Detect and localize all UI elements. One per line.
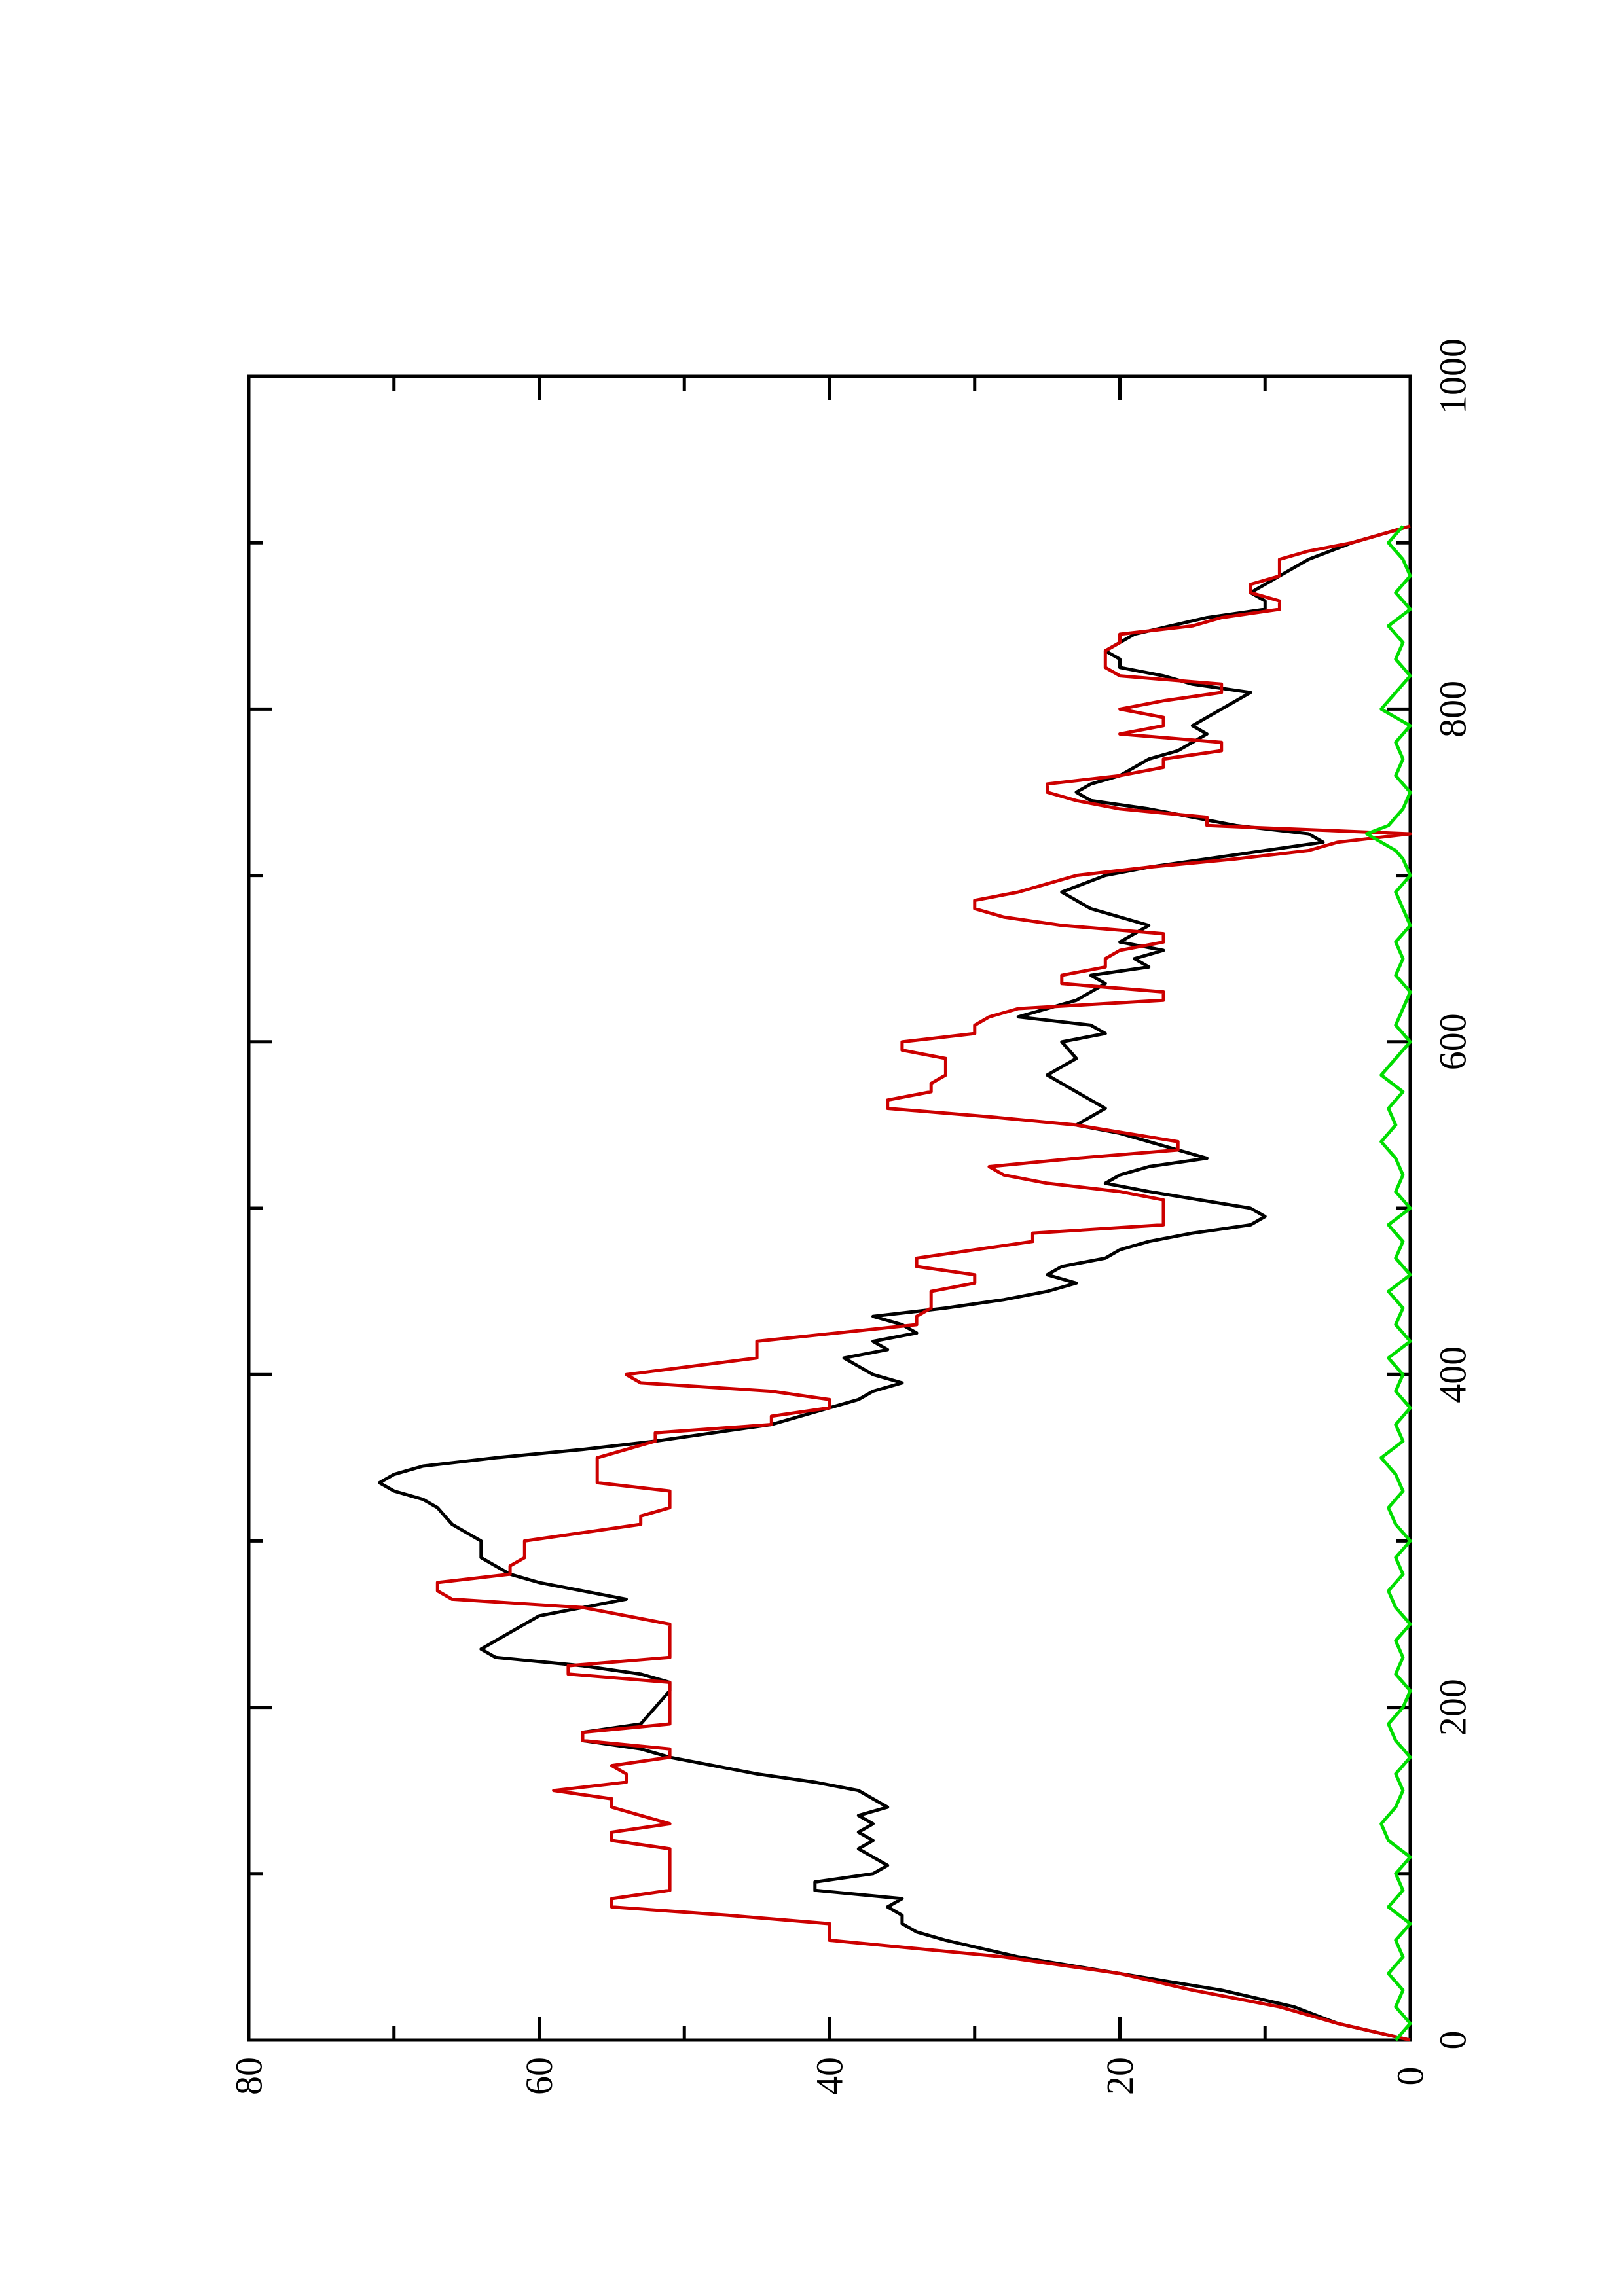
x-tick-label: 400 bbox=[1432, 1346, 1474, 1403]
series-group bbox=[378, 524, 1412, 2042]
x-tick-label: 1000 bbox=[1432, 338, 1474, 414]
axis-ticks bbox=[247, 374, 1412, 2042]
series-line-2 bbox=[435, 524, 1412, 2042]
plot-frame bbox=[247, 374, 1412, 2042]
series-line-3 bbox=[1365, 525, 1412, 2041]
series-line-1 bbox=[378, 524, 1411, 2042]
x-tick-label: 600 bbox=[1432, 1013, 1474, 1070]
x-tick-label: 800 bbox=[1432, 681, 1474, 738]
y-tick-label: 60 bbox=[518, 2057, 560, 2095]
x-tick-label: 0 bbox=[1432, 2031, 1474, 2050]
y-tick-label: 80 bbox=[228, 2057, 270, 2095]
y-tick-label: 40 bbox=[809, 2057, 851, 2095]
y-tick-label: 0 bbox=[1389, 2067, 1432, 2086]
x-tick-label: 200 bbox=[1432, 1679, 1474, 1736]
axis-tick-labels: 0 200 400 600 800 1000 0 20 40 60 80 bbox=[228, 338, 1474, 2095]
y-tick-label: 20 bbox=[1099, 2057, 1141, 2095]
